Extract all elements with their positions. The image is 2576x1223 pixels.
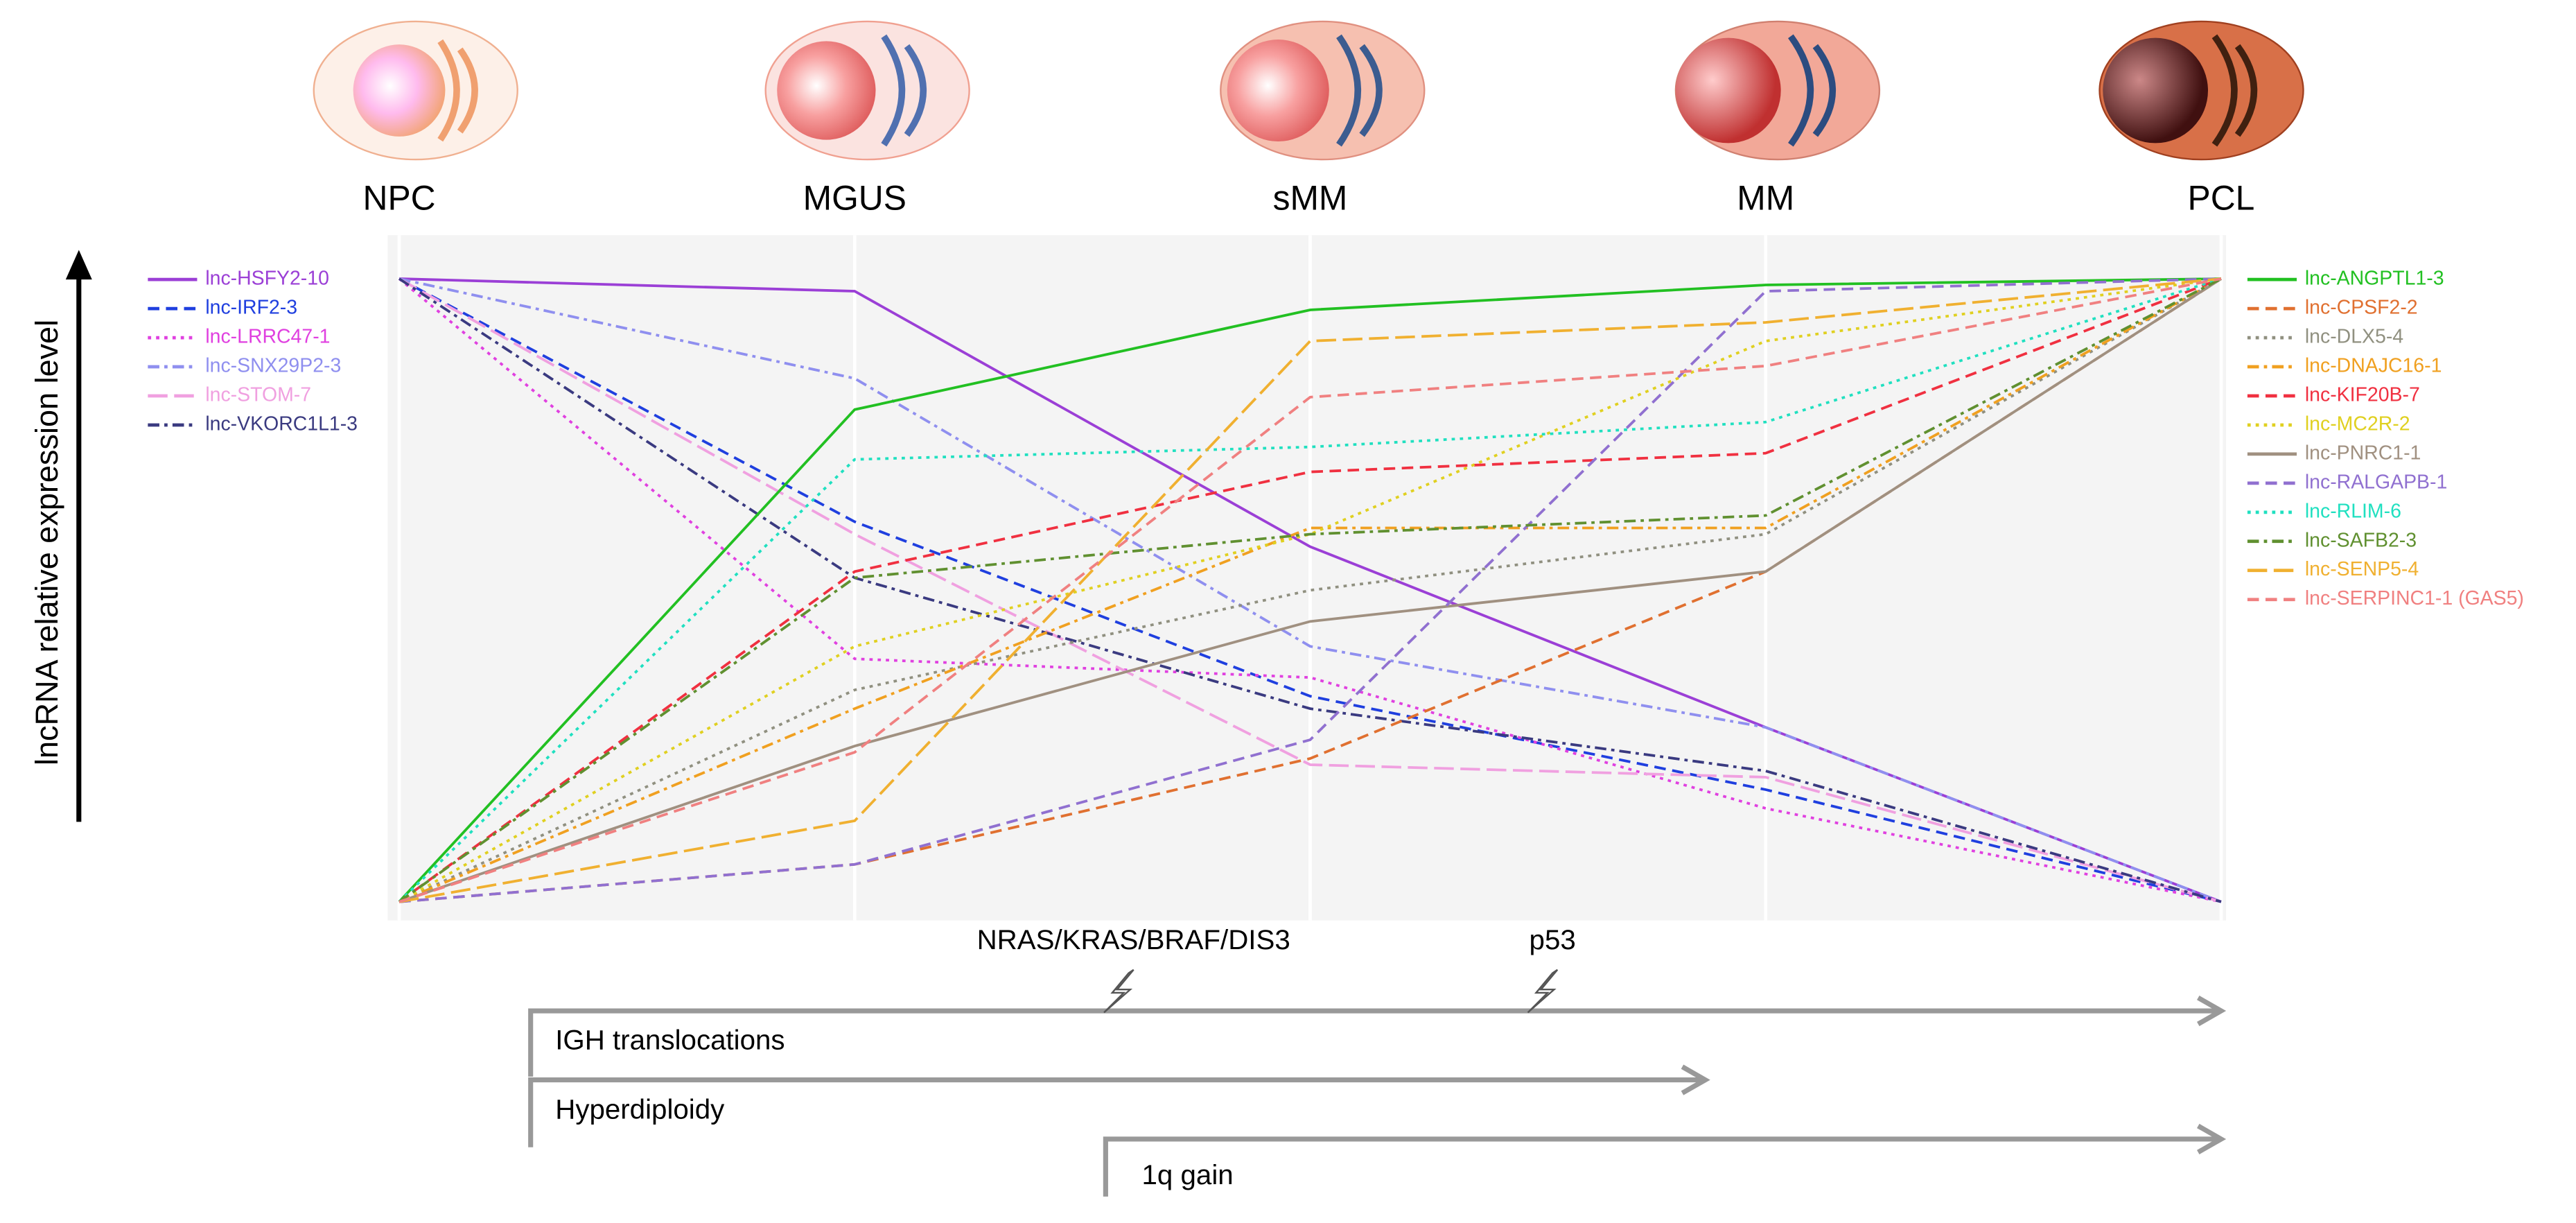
annotation: IGH translocations: [555, 1025, 785, 1056]
annotation: NRAS/KRAS/BRAF/DIS3: [977, 924, 1290, 955]
x-tick-label: NPC: [363, 179, 436, 218]
legend-label: lnc-SERPINC1-1 (GAS5): [2305, 587, 2524, 609]
series-line: [398, 277, 2222, 903]
series-line: [398, 277, 2222, 903]
y-axis-label: lncRNA relative expression level: [29, 320, 64, 765]
legend-label: lnc-CPSF2-2: [2305, 297, 2418, 319]
legend-label: lnc-LRRC47-1: [205, 326, 330, 348]
x-tick-label: MM: [1737, 179, 1794, 218]
annotation: p53: [1530, 924, 1576, 955]
legend-label: lnc-PNRC1-1: [2305, 442, 2421, 464]
series-line: [398, 277, 2222, 903]
legend-label: lnc-MC2R-2: [2305, 413, 2410, 435]
progression-arrows: [528, 969, 2227, 1197]
annotation: Hyperdiploidy: [555, 1093, 725, 1125]
annotation: 1q gain: [1142, 1159, 1234, 1190]
series-line: [398, 277, 2221, 903]
y-axis-arrowhead: [65, 250, 92, 280]
series-line: [398, 277, 2222, 903]
x-tick-label: sMM: [1273, 179, 1348, 218]
series-line: [398, 277, 2222, 903]
series-line: [398, 277, 2222, 903]
plot-background: [387, 235, 2227, 921]
legend-label: lnc-STOM-7: [205, 384, 311, 406]
legend-label: lnc-IRF2-3: [205, 297, 297, 319]
legend-label: lnc-SENP5-4: [2305, 558, 2419, 580]
series-line: [398, 277, 2222, 903]
series-line: [398, 277, 2222, 903]
legend-label: lnc-RALGAPB-1: [2305, 471, 2447, 493]
legend-label: lnc-ANGPTL1-3: [2305, 268, 2444, 290]
series-line: [398, 277, 2222, 903]
x-tick-label: PCL: [2188, 179, 2255, 218]
legend-label: lnc-KIF20B-7: [2305, 384, 2420, 406]
legend-label: lnc-SAFB2-3: [2305, 529, 2417, 551]
legend-label: lnc-DNAJC16-1: [2305, 355, 2442, 377]
legend-label: lnc-DLX5-4: [2305, 326, 2403, 348]
series-line: [398, 277, 2222, 903]
legend-label: lnc-VKORC1L1-3: [205, 413, 358, 435]
legend-label: lnc-SNX29P2-3: [205, 355, 341, 377]
legend-label: lnc-RLIM-6: [2305, 500, 2401, 522]
cell-illustrations: [313, 20, 2304, 161]
legend-label: lnc-HSFY2-10: [205, 268, 329, 290]
series-line: [398, 277, 2222, 903]
x-tick-label: MGUS: [803, 179, 906, 218]
series-line: [398, 277, 2222, 903]
series-line: [398, 277, 2222, 903]
